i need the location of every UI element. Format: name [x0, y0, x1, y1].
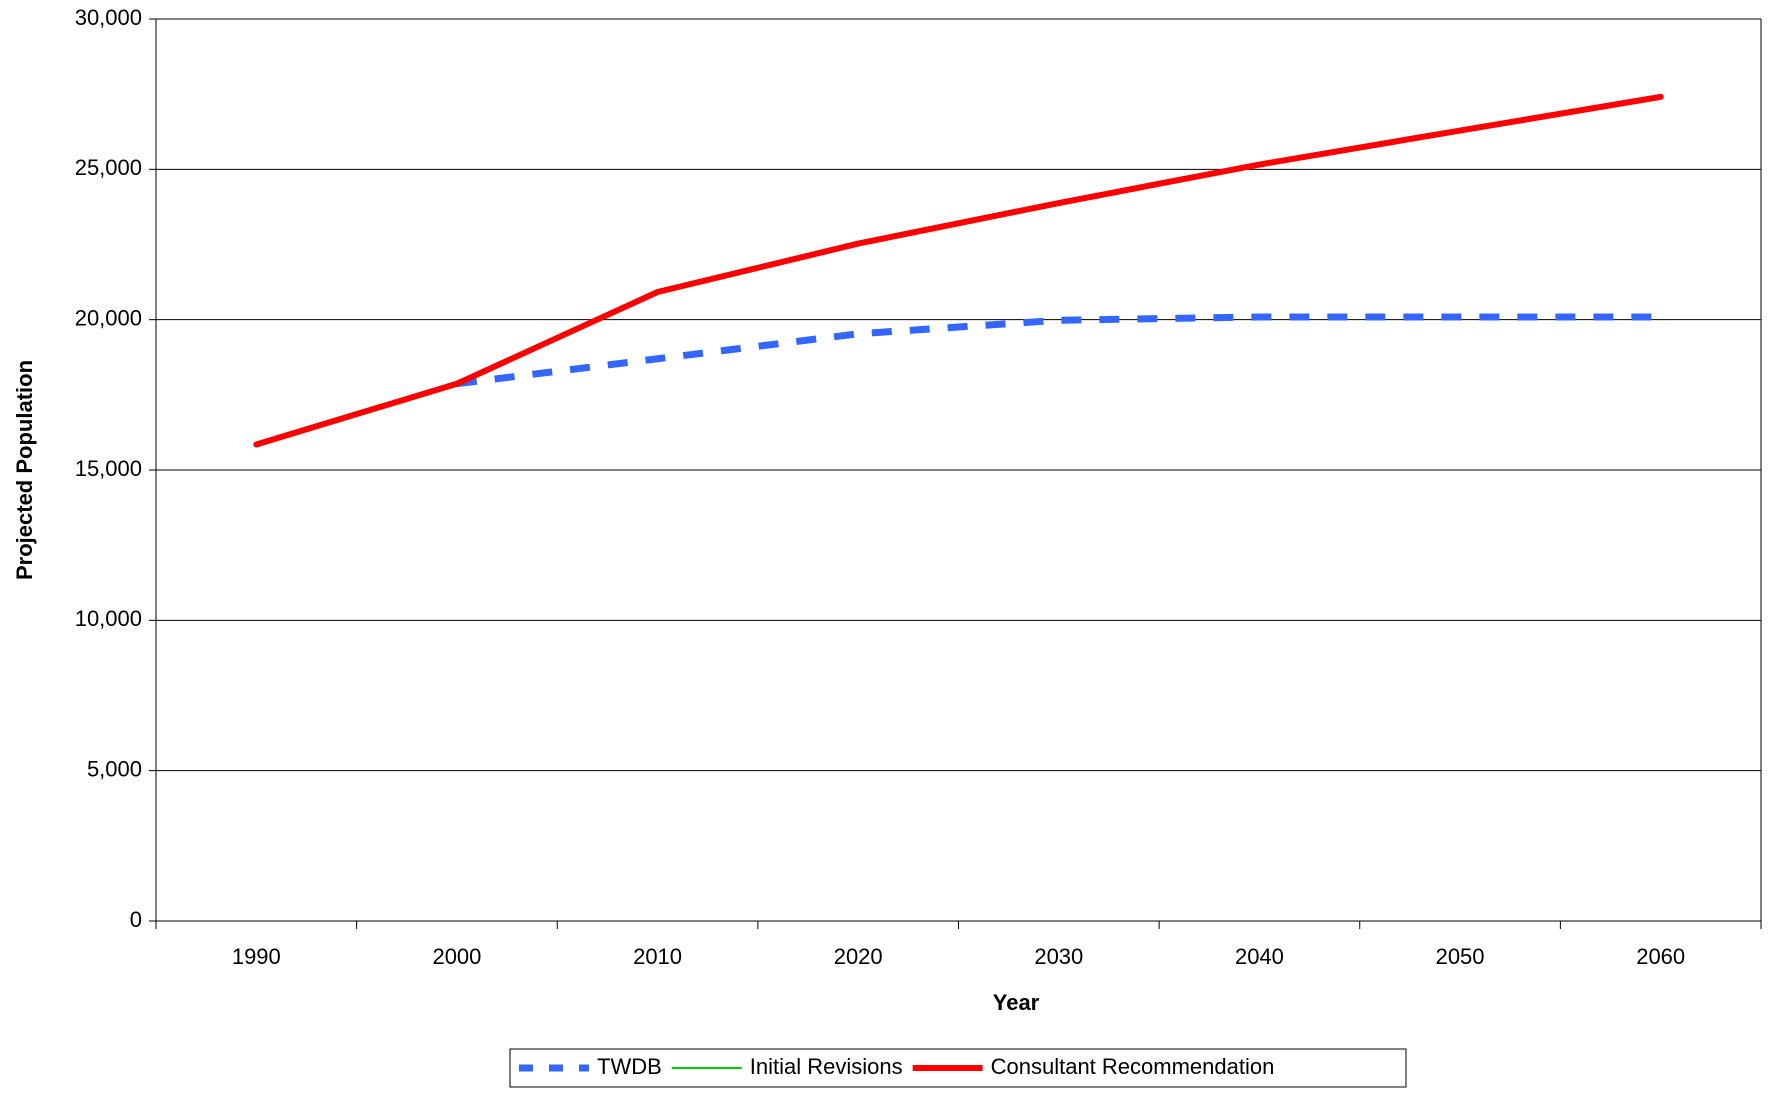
y-tick-label: 20,000	[75, 305, 142, 330]
x-tick-label: 1990	[232, 944, 281, 969]
legend-label: TWDB	[597, 1054, 662, 1079]
y-axis-label: Projected Population	[12, 360, 37, 580]
series-line	[253, 93, 1664, 448]
series-line	[456, 313, 1661, 388]
y-tick-label: 25,000	[75, 155, 142, 180]
legend-label: Consultant Recommendation	[991, 1054, 1275, 1079]
x-tick-label: 2010	[633, 944, 682, 969]
y-tick-label: 30,000	[75, 5, 142, 30]
legend-label: Initial Revisions	[750, 1054, 903, 1079]
y-tick-label: 15,000	[75, 456, 142, 481]
x-tick-label: 2060	[1636, 944, 1685, 969]
x-tick-label: 2050	[1436, 944, 1485, 969]
y-tick-label: 5,000	[87, 756, 142, 781]
x-tick-label: 2000	[432, 944, 481, 969]
x-tick-label: 2020	[834, 944, 883, 969]
x-tick-label: 2040	[1235, 944, 1284, 969]
series-line	[255, 95, 1662, 446]
y-tick-label: 0	[130, 907, 142, 932]
x-axis-label: Year	[993, 990, 1040, 1015]
y-tick-label: 10,000	[75, 606, 142, 631]
x-tick-label: 2030	[1034, 944, 1083, 969]
